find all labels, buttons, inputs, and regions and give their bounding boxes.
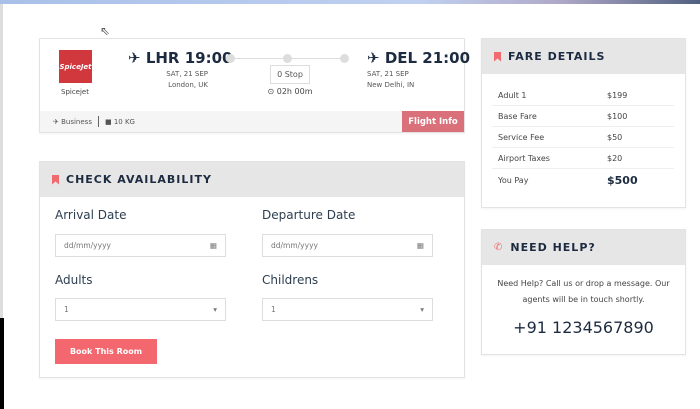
airline-name: Spicejet <box>61 88 89 96</box>
section-title: FARE DETAILS <box>508 50 606 63</box>
mouse-cursor-icon: ⇖ <box>100 24 111 38</box>
flight-class: Business <box>61 117 92 126</box>
baggage: 10 KG <box>113 117 135 126</box>
fare-row: Service Fee $50 <box>492 127 674 148</box>
chevron-down-icon: ▾ <box>420 305 424 314</box>
children-value: 1 <box>271 305 276 314</box>
departure-date-placeholder: dd/mm/yyyy <box>271 241 318 250</box>
duration: ⊙ 02h 00m <box>260 87 320 96</box>
children-select[interactable]: 1 ▾ <box>262 298 433 321</box>
phone-icon: ✆ <box>494 242 504 253</box>
clock-icon: ⊙ <box>267 87 275 96</box>
need-help-card: ✆ NEED HELP? Need Help? Call us or drop a… <box>481 229 686 355</box>
plane-icon: ✈ <box>53 117 62 126</box>
stops-badge: 0 Stop <box>270 65 310 84</box>
left-edge-strip <box>0 4 3 318</box>
left-edge-dark <box>0 318 4 409</box>
fare-row: Airport Taxes $20 <box>492 148 674 169</box>
departure-date: SAT, 21 SEP <box>166 70 208 78</box>
plane-arrive-icon: ✈ <box>367 49 380 67</box>
route-line <box>226 53 349 65</box>
fare-row: Base Fare $100 <box>492 106 674 127</box>
fare-row: Adult 1 $199 <box>492 85 674 106</box>
check-availability-card: CHECK AVAILABILITY Arrival Date dd/mm/yy… <box>39 161 465 378</box>
fare-details-card: FARE DETAILS Adult 1 $199 Base Fare $100 S… <box>481 38 686 208</box>
top-banner-strip <box>0 0 700 4</box>
chevron-down-icon: ▾ <box>213 305 217 314</box>
children-label: Childrens <box>262 273 319 287</box>
adults-value: 1 <box>64 305 69 314</box>
departure-code-time: LHR 19:00 <box>145 49 233 67</box>
arrival-date-label: Arrival Date <box>55 208 127 222</box>
adults-select[interactable]: 1 ▾ <box>55 298 226 321</box>
bookmark-icon <box>52 174 59 185</box>
route-dot <box>340 54 349 63</box>
arrival-date-placeholder: dd/mm/yyyy <box>64 241 111 250</box>
arrival-date-input[interactable]: dd/mm/yyyy ▦ <box>55 234 226 257</box>
arrival-city: New Delhi, IN <box>367 81 415 89</box>
luggage-icon: ■ <box>104 117 114 126</box>
departure-city: London, UK <box>168 81 208 89</box>
flight-info-button[interactable]: Flight Info <box>402 111 464 132</box>
flight-footer: ✈ Business ■ 10 KG Flight Info <box>40 111 464 132</box>
section-title: CHECK AVAILABILITY <box>66 173 212 186</box>
help-text: Need Help? Call us or drop a message. Ou… <box>497 279 670 304</box>
route-dot <box>226 54 235 63</box>
book-this-room-button[interactable]: Book This Room <box>55 339 157 364</box>
adults-label: Adults <box>55 273 93 287</box>
fare-total-row: You Pay $500 <box>498 174 638 187</box>
departure-date-input[interactable]: dd/mm/yyyy ▦ <box>262 234 433 257</box>
calendar-icon[interactable]: ▦ <box>209 241 217 250</box>
airline-logo: SpiceJet <box>59 50 92 83</box>
section-title: NEED HELP? <box>510 241 596 254</box>
flight-card: SpiceJet Spicejet ✈ LHR 19:00 SAT, 21 SE… <box>39 38 470 133</box>
arrival-code-time: DEL 21:00 <box>384 49 471 67</box>
calendar-icon[interactable]: ▦ <box>416 241 424 250</box>
arrival-date: SAT, 21 SEP <box>367 70 409 78</box>
route-dot <box>283 54 292 63</box>
bookmark-icon <box>494 51 501 62</box>
departure-info: ✈ LHR 19:00 SAT, 21 SEP London, UK <box>128 49 232 91</box>
help-phone[interactable]: +91 1234567890 <box>513 318 654 337</box>
plane-depart-icon: ✈ <box>128 49 141 67</box>
duration-text: 02h 00m <box>276 87 313 96</box>
departure-date-label: Departure Date <box>262 208 356 222</box>
arrival-info: ✈ DEL 21:00 SAT, 21 SEP New Delhi, IN <box>367 49 470 91</box>
